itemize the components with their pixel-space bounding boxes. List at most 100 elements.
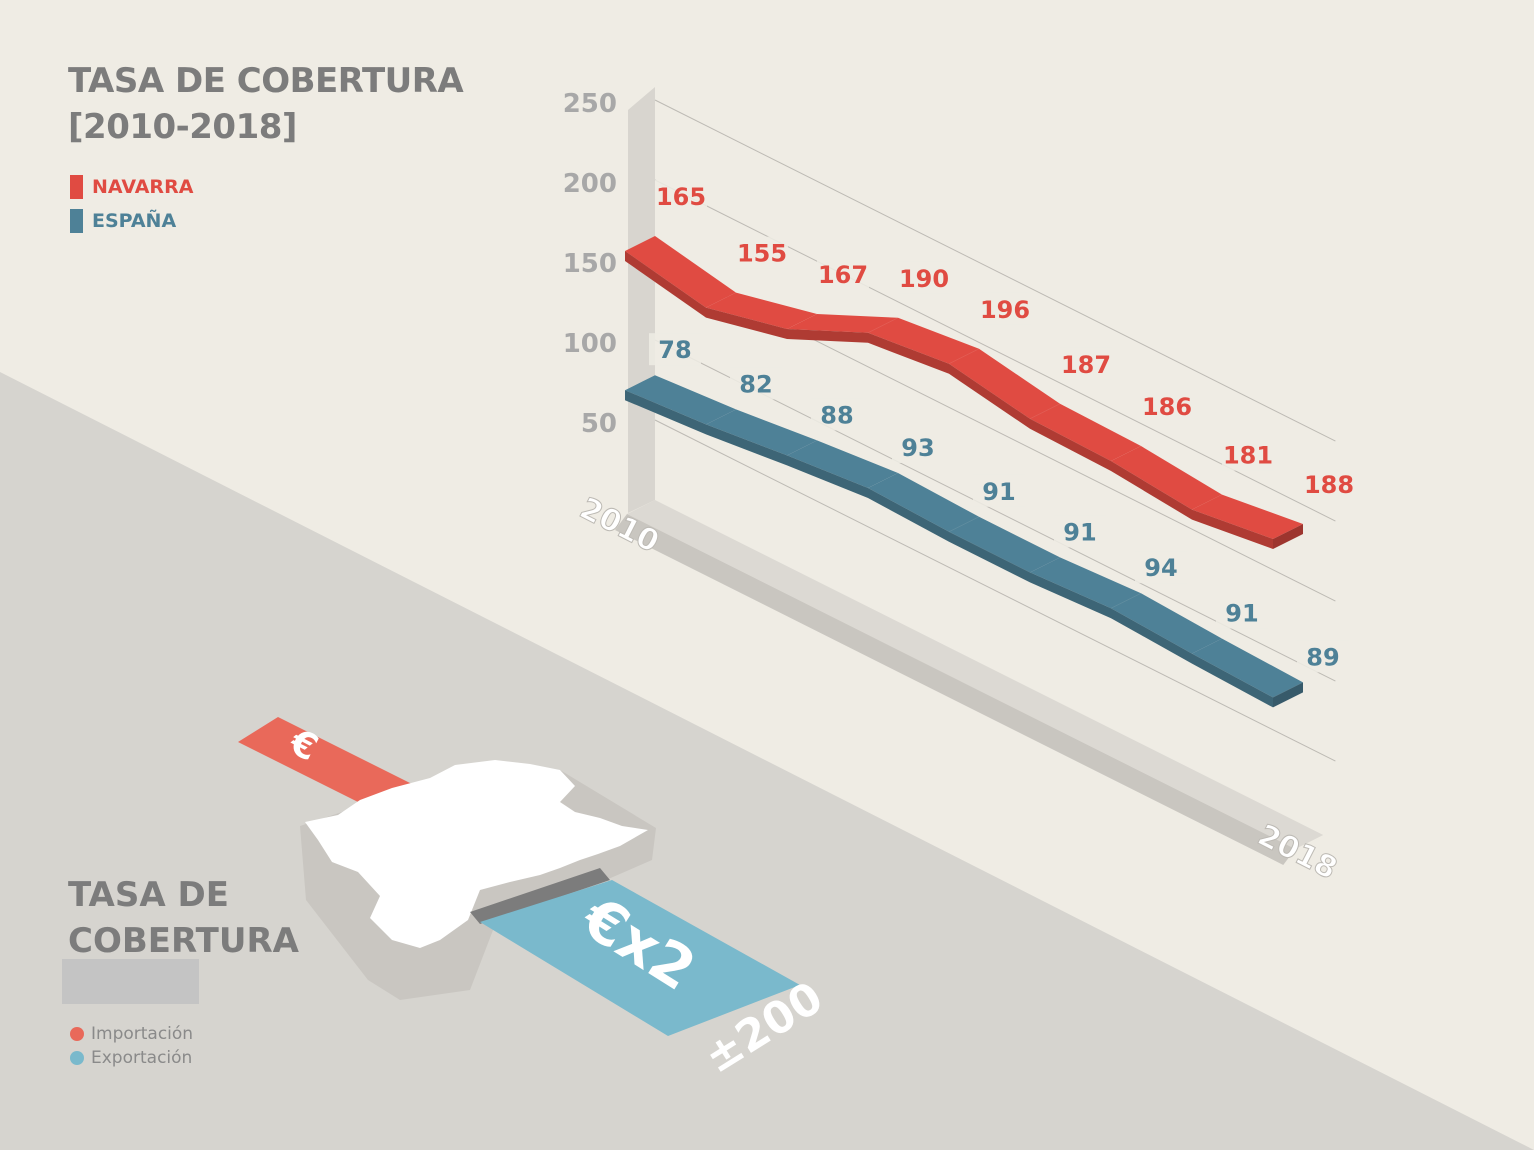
ribbon-top-españa — [706, 409, 817, 456]
ribbon-top-navarra — [1192, 494, 1303, 539]
flow-legend: Importación Exportación — [70, 1022, 193, 1070]
legend-item-importacion: Importación — [70, 1022, 193, 1046]
ribbon-cap-navarra — [1273, 524, 1303, 549]
chart-floor-edge — [615, 514, 1296, 865]
data-label-navarra: 155 — [736, 236, 788, 269]
ribbon-top-españa — [1030, 557, 1141, 609]
data-label-bg — [736, 236, 788, 269]
data-label-navarra: 167 — [817, 258, 869, 290]
ribbon-top-españa — [625, 375, 736, 425]
y-axis-ticks: 50 100 150 200 250 — [563, 89, 617, 439]
chart-floor — [627, 500, 1324, 849]
ribbon-top-españa — [868, 473, 979, 532]
region-map — [305, 760, 648, 948]
data-label-bg — [979, 292, 1031, 325]
export-band-edge — [470, 868, 610, 924]
ribbon-side-navarra — [868, 332, 949, 374]
import-band — [238, 717, 420, 813]
data-label-bg — [1303, 468, 1355, 500]
data-label-value: 196 — [980, 296, 1030, 324]
chart-title: TASA DE COBERTURA [2010-2018] — [68, 58, 464, 150]
ribbon-top-navarra — [625, 236, 736, 308]
data-label-value: 155 — [737, 240, 787, 268]
y-tick-label: 150 — [563, 249, 617, 279]
export-band — [480, 880, 800, 1036]
ribbon-cap-españa — [1273, 682, 1303, 708]
series-legend: NAVARRA ESPAÑA — [70, 170, 193, 238]
data-label-value: 91 — [1063, 518, 1096, 546]
chart-title-line1: TASA DE COBERTURA — [68, 61, 464, 101]
data-label-españa: 91 — [1054, 515, 1106, 548]
ribbon-top-navarra — [868, 317, 979, 364]
ribbon-top-españa — [1111, 593, 1222, 654]
legend-dot-exportacion — [70, 1051, 84, 1065]
data-label-bg — [1216, 596, 1268, 629]
data-label-españa: 88 — [811, 398, 863, 431]
ribbon-side-españa — [1192, 653, 1273, 708]
redacted-block — [62, 959, 199, 1004]
ribbon-top-navarra — [706, 292, 817, 329]
data-label-bg — [730, 367, 782, 400]
gridline-250 — [654, 99, 1336, 442]
chart-series — [625, 236, 1303, 708]
bottom-title-line2: COBERTURA — [68, 921, 299, 961]
data-label-navarra: 187 — [1060, 347, 1112, 380]
y-tick-label: 100 — [563, 329, 617, 359]
data-label-value: 82 — [739, 370, 772, 398]
data-label-value: 181 — [1223, 442, 1273, 470]
data-label-españa: 89 — [1297, 640, 1349, 673]
data-label-bg — [1222, 438, 1274, 471]
data-label-bg — [1135, 551, 1187, 584]
data-label-bg — [1141, 390, 1193, 422]
data-label-value: 188 — [1304, 471, 1354, 499]
data-label-navarra: 196 — [979, 292, 1031, 325]
ribbon-side-españa — [1111, 608, 1192, 664]
bottom-title-line1: TASA DE — [68, 875, 229, 915]
ribbon-top-españa — [949, 516, 1060, 573]
data-label-bg — [811, 398, 863, 431]
y-tick-label: 200 — [563, 169, 617, 199]
data-label-bg — [649, 333, 701, 366]
data-label-navarra: 181 — [1222, 438, 1274, 471]
data-label-españa: 94 — [1135, 551, 1187, 584]
ribbon-side-navarra — [1030, 418, 1111, 471]
legend-label-importacion: Importación — [91, 1024, 194, 1044]
data-label-value: 167 — [818, 261, 868, 289]
ribbon-top-españa — [1192, 638, 1303, 698]
data-label-navarra: 188 — [1303, 468, 1355, 500]
ribbon-side-navarra — [949, 363, 1030, 429]
data-label-españa: 91 — [1216, 596, 1268, 629]
data-label-value: 190 — [899, 265, 949, 293]
data-label-value: 187 — [1061, 351, 1111, 379]
legend-dot-importacion — [70, 1027, 84, 1041]
ribbon-side-navarra — [1111, 461, 1192, 520]
data-label-value: 91 — [1225, 600, 1258, 628]
legend-swatch-navarra — [70, 175, 83, 199]
data-label-navarra: 190 — [898, 261, 950, 294]
data-label-value: 94 — [1144, 554, 1177, 582]
data-labels: 165 155 167 190 196 187 186 181 188 78 82 88 93 91 91 9… — [649, 180, 1355, 673]
data-label-bg — [892, 431, 944, 463]
ribbon-side-españa — [706, 424, 787, 466]
data-label-value: 93 — [901, 434, 934, 462]
data-label-navarra: 165 — [655, 180, 707, 212]
data-label-bg — [655, 180, 707, 212]
y-tick-label: 50 — [581, 409, 617, 439]
data-label-value: 78 — [658, 336, 691, 364]
legend-label-navarra: NAVARRA — [92, 176, 194, 198]
ribbon-side-navarra — [625, 251, 706, 318]
ribbon-side-españa — [625, 390, 706, 435]
data-label-españa: 78 — [649, 333, 701, 366]
y-tick-label: 250 — [563, 89, 617, 119]
bottom-title: TASA DE COBERTURA — [68, 872, 299, 964]
data-label-bg — [1297, 640, 1349, 673]
ribbon-top-navarra — [1111, 446, 1222, 510]
data-label-españa: 82 — [730, 367, 782, 400]
data-label-value: 91 — [982, 478, 1015, 506]
ribbon-side-españa — [868, 488, 949, 542]
ribbon-top-españa — [787, 440, 898, 488]
data-label-bg — [898, 261, 950, 294]
ribbon-side-españa — [1030, 572, 1111, 619]
